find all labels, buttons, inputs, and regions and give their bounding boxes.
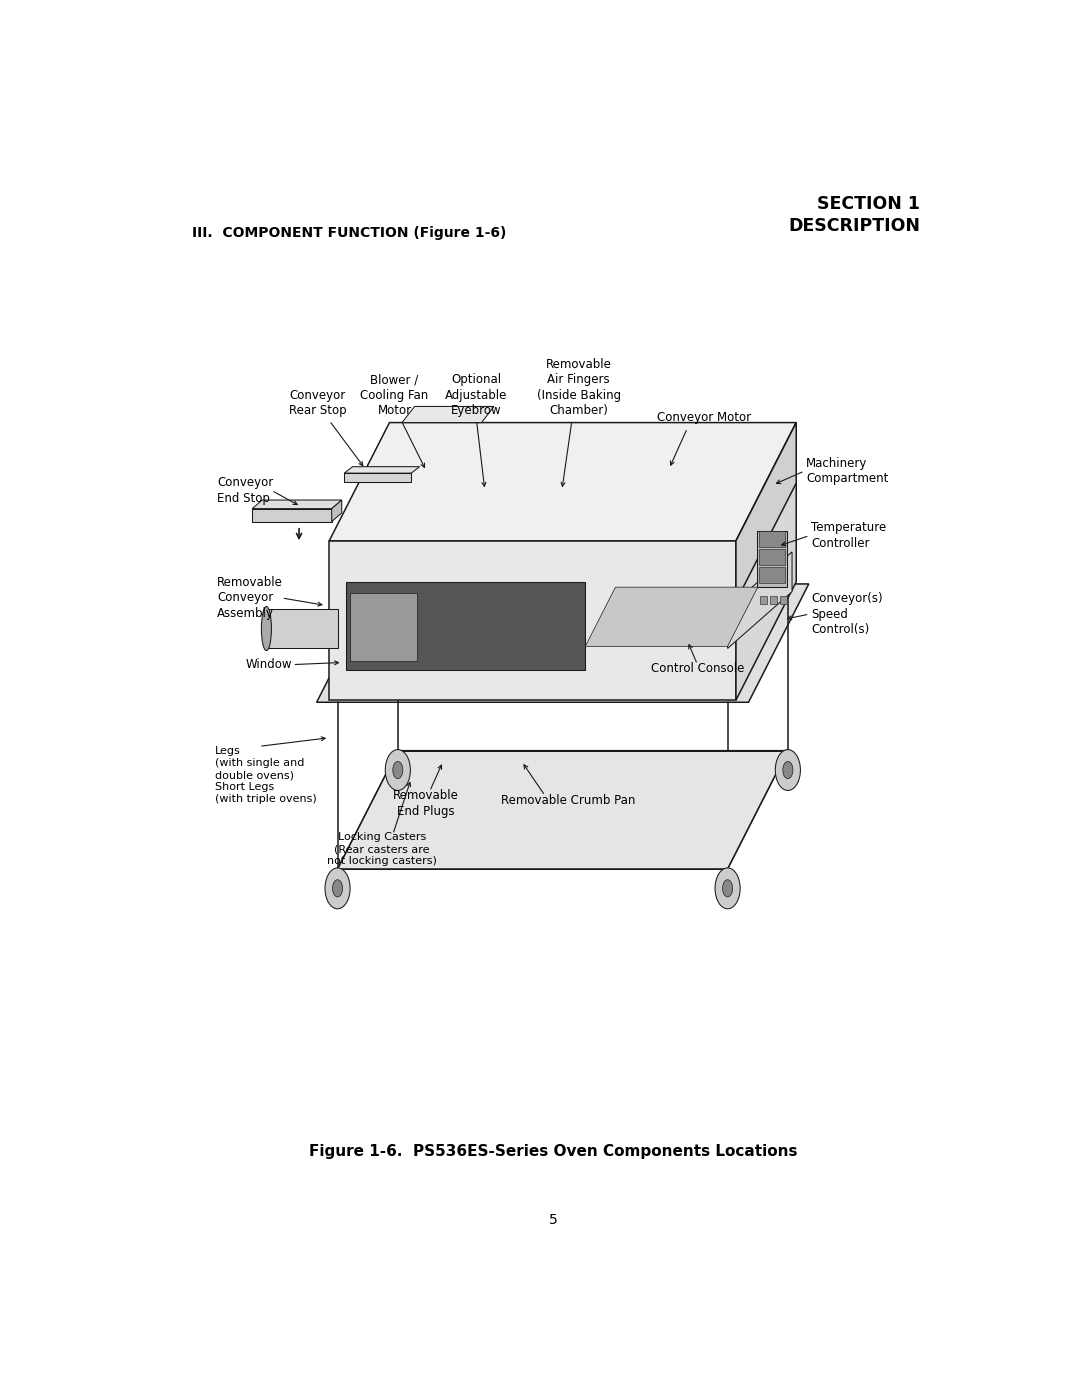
Text: Legs
(with single and
double ovens)
Short Legs
(with triple ovens): Legs (with single and double ovens) Shor…	[215, 746, 316, 805]
Ellipse shape	[325, 868, 350, 909]
Polygon shape	[345, 474, 411, 482]
Polygon shape	[781, 595, 787, 605]
Ellipse shape	[393, 761, 403, 778]
Text: Blower /
Cooling Fan
Motor: Blower / Cooling Fan Motor	[361, 373, 429, 418]
Polygon shape	[316, 584, 809, 703]
Polygon shape	[350, 592, 417, 661]
Text: Conveyor(s)
Speed
Control(s): Conveyor(s) Speed Control(s)	[811, 592, 883, 636]
Text: Optional
Adjustable
Eyebrow: Optional Adjustable Eyebrow	[445, 373, 508, 418]
Polygon shape	[728, 552, 792, 648]
Polygon shape	[757, 531, 787, 587]
Polygon shape	[338, 750, 787, 869]
Text: Figure 1-6.  PS536ES-Series Oven Components Locations: Figure 1-6. PS536ES-Series Oven Componen…	[309, 1144, 798, 1160]
Polygon shape	[267, 609, 338, 648]
Text: Temperature
Controller: Temperature Controller	[811, 521, 887, 550]
Text: Locking Casters
(Rear casters are
not locking casters): Locking Casters (Rear casters are not lo…	[327, 833, 436, 866]
Ellipse shape	[386, 750, 410, 791]
Polygon shape	[332, 500, 341, 521]
Polygon shape	[759, 531, 785, 546]
Ellipse shape	[715, 868, 740, 909]
Text: Removable
Air Fingers
(Inside Baking
Chamber): Removable Air Fingers (Inside Baking Cha…	[537, 358, 621, 418]
Text: Conveyor
End Stop: Conveyor End Stop	[217, 476, 273, 504]
Text: Removable
Conveyor
Assembly: Removable Conveyor Assembly	[217, 576, 283, 620]
Text: SECTION 1
DESCRIPTION: SECTION 1 DESCRIPTION	[788, 194, 920, 236]
Text: Control Console: Control Console	[651, 662, 744, 676]
Text: Removable
End Plugs: Removable End Plugs	[393, 789, 459, 817]
Text: Conveyor Motor: Conveyor Motor	[657, 411, 752, 423]
Ellipse shape	[783, 761, 793, 778]
Polygon shape	[735, 422, 796, 601]
Ellipse shape	[775, 750, 800, 791]
Polygon shape	[345, 467, 420, 474]
Polygon shape	[253, 509, 332, 521]
Polygon shape	[346, 581, 585, 671]
Ellipse shape	[723, 880, 732, 897]
Text: Conveyor
Rear Stop: Conveyor Rear Stop	[288, 388, 347, 418]
Polygon shape	[770, 595, 778, 605]
Ellipse shape	[261, 606, 271, 651]
Text: III.  COMPONENT FUNCTION (Figure 1-6): III. COMPONENT FUNCTION (Figure 1-6)	[192, 226, 507, 240]
Text: Window: Window	[245, 658, 292, 671]
Polygon shape	[759, 549, 785, 564]
Polygon shape	[329, 422, 796, 541]
Polygon shape	[253, 500, 341, 509]
Polygon shape	[735, 422, 796, 700]
Polygon shape	[402, 407, 494, 422]
Polygon shape	[760, 595, 767, 605]
Ellipse shape	[333, 880, 342, 897]
Polygon shape	[759, 567, 785, 583]
Text: Removable Crumb Pan: Removable Crumb Pan	[501, 793, 636, 806]
Polygon shape	[585, 587, 758, 647]
Polygon shape	[329, 541, 735, 700]
Text: Machinery
Compartment: Machinery Compartment	[807, 457, 889, 485]
Text: 5: 5	[549, 1213, 558, 1227]
